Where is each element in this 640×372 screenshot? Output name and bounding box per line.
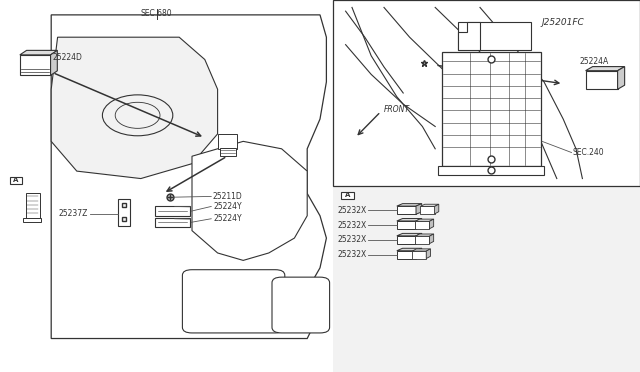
Bar (23, 218, 41, 222)
Polygon shape (458, 22, 480, 50)
Polygon shape (51, 37, 218, 179)
Text: 25232X: 25232X (337, 206, 367, 215)
Polygon shape (20, 50, 58, 55)
Bar (442, 52, 541, 166)
Polygon shape (416, 218, 422, 229)
Polygon shape (586, 67, 625, 71)
Bar (438, 166, 544, 175)
Polygon shape (416, 203, 422, 214)
Polygon shape (429, 234, 434, 244)
Bar (26, 193, 40, 218)
Bar (118, 199, 130, 226)
Polygon shape (415, 234, 434, 236)
Polygon shape (435, 204, 439, 214)
Text: A: A (345, 192, 350, 198)
Bar (341, 192, 354, 199)
Text: 25224Y: 25224Y (213, 202, 242, 211)
Polygon shape (412, 249, 431, 251)
Text: 25224D: 25224D (52, 53, 83, 62)
Text: 25224A: 25224A (579, 57, 609, 66)
Bar (155, 206, 190, 216)
Polygon shape (397, 218, 422, 221)
Polygon shape (429, 219, 434, 229)
Polygon shape (415, 219, 434, 221)
Bar (415, 221, 429, 229)
Text: 25232X: 25232X (337, 235, 367, 244)
Polygon shape (51, 50, 58, 75)
FancyBboxPatch shape (182, 270, 285, 333)
Text: J25201FC: J25201FC (542, 18, 584, 27)
Text: 25232X: 25232X (337, 221, 367, 230)
Bar (10, 177, 22, 184)
Circle shape (102, 95, 173, 136)
Text: 25224Y: 25224Y (213, 214, 242, 223)
Bar (20, 55, 51, 75)
Polygon shape (426, 249, 431, 259)
Bar (0, 0, 333, 372)
Text: 25211D: 25211D (212, 192, 242, 201)
Polygon shape (397, 203, 422, 206)
Polygon shape (51, 15, 326, 339)
Bar (458, 22, 531, 50)
Text: SEC.680: SEC.680 (141, 9, 173, 18)
FancyBboxPatch shape (272, 277, 330, 333)
Bar (397, 251, 416, 259)
Bar (415, 236, 429, 244)
Polygon shape (192, 141, 307, 260)
Bar (397, 236, 416, 244)
Bar (333, 0, 640, 186)
Bar (420, 206, 435, 214)
Text: SEC.240: SEC.240 (573, 148, 604, 157)
Bar (220, 148, 236, 156)
Text: 25237Z: 25237Z (59, 209, 88, 218)
Bar (586, 71, 618, 89)
Polygon shape (618, 67, 625, 89)
Bar (397, 221, 416, 229)
Bar (218, 134, 237, 149)
Text: FRONT: FRONT (384, 105, 410, 114)
Polygon shape (397, 248, 422, 251)
Polygon shape (416, 233, 422, 244)
Bar (397, 206, 416, 214)
Text: 25232X: 25232X (337, 250, 367, 259)
Text: A: A (13, 177, 19, 183)
Bar (155, 218, 190, 227)
Polygon shape (416, 248, 422, 259)
Bar (412, 251, 426, 259)
Polygon shape (397, 233, 422, 236)
Polygon shape (420, 204, 439, 206)
